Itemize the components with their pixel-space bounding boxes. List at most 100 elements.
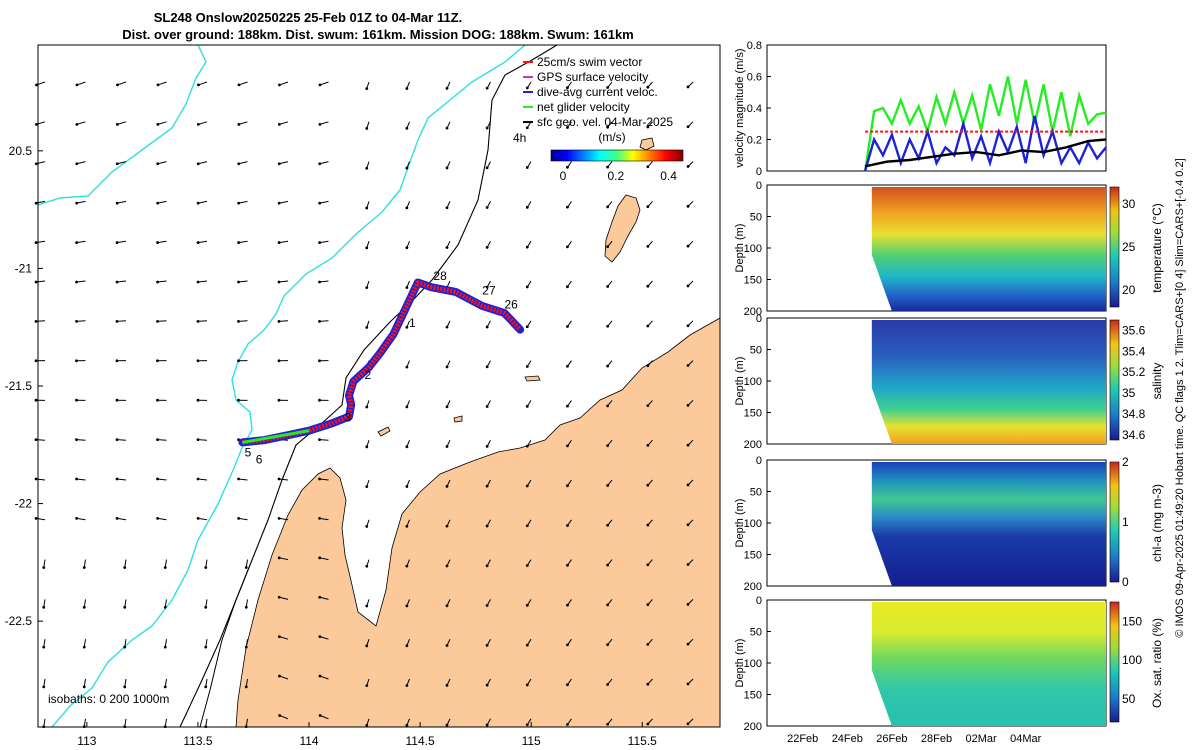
current-vector bbox=[525, 479, 532, 488]
current-vector bbox=[196, 398, 208, 402]
colorbar-tick-label: 50 bbox=[1122, 692, 1136, 706]
current-vector bbox=[365, 599, 370, 608]
current-vector bbox=[485, 201, 491, 209]
current-vector bbox=[277, 398, 289, 402]
depth-tick-label: 50 bbox=[750, 487, 762, 499]
current-vector bbox=[646, 678, 653, 686]
current-vector bbox=[204, 559, 208, 569]
current-vector bbox=[75, 81, 86, 87]
current-vector bbox=[566, 599, 572, 607]
current-vector bbox=[405, 519, 410, 528]
lon-tick-label: 115 bbox=[522, 734, 541, 748]
current-vector bbox=[485, 360, 491, 369]
current-vector bbox=[405, 360, 410, 369]
speed-colorbar: (m/s) 0 0.2 0.4 bbox=[550, 130, 684, 183]
section-colorbar-label: chl-a (mg m-3) bbox=[1150, 484, 1164, 562]
current-vector bbox=[646, 479, 653, 487]
current-vector bbox=[686, 360, 694, 367]
current-vector bbox=[115, 359, 127, 363]
current-vector bbox=[646, 280, 653, 288]
section-panel-temperature: 0 50 100 150 200 Depth (m) 20 25 30 temperature (… bbox=[734, 180, 1164, 318]
current-vector bbox=[115, 121, 127, 126]
current-vector bbox=[405, 400, 410, 409]
current-vector bbox=[365, 161, 370, 170]
current-vector bbox=[646, 240, 653, 248]
current-vector bbox=[318, 398, 329, 402]
lat-tick-label: -21 bbox=[15, 261, 33, 275]
current-vector bbox=[318, 240, 329, 244]
lat-tick-label: -22.5 bbox=[5, 614, 33, 628]
depth-tick-label: 0 bbox=[756, 313, 762, 325]
colorbar-tick-label: 1 bbox=[1122, 515, 1129, 529]
current-vector bbox=[606, 161, 613, 169]
current-vector bbox=[365, 81, 370, 91]
current-vector bbox=[318, 714, 329, 720]
current-vector bbox=[606, 240, 613, 249]
section-colorbar bbox=[1109, 319, 1120, 441]
current-vector bbox=[204, 599, 208, 609]
current-vector bbox=[485, 240, 491, 249]
current-vector bbox=[646, 718, 653, 726]
current-vector bbox=[405, 81, 410, 90]
velocity-ytick-label: 0.4 bbox=[747, 103, 762, 115]
current-vector bbox=[204, 678, 208, 689]
annotation-4h: 4h bbox=[513, 131, 526, 145]
land-islet-c bbox=[453, 415, 463, 423]
legend-entry: dive-avg current veloc. bbox=[537, 85, 658, 99]
current-vector bbox=[115, 319, 127, 323]
current-vector bbox=[42, 639, 46, 649]
current-vector bbox=[244, 639, 248, 649]
current-vector bbox=[277, 517, 289, 521]
current-vector bbox=[244, 599, 248, 609]
current-vector bbox=[485, 161, 491, 170]
current-vector bbox=[237, 81, 248, 87]
track-day-label: 5 bbox=[245, 446, 252, 460]
current-vector bbox=[82, 559, 86, 569]
current-vector bbox=[318, 280, 329, 284]
current-vector bbox=[606, 280, 613, 288]
current-vector bbox=[606, 559, 613, 567]
depth-tick-label: 200 bbox=[744, 439, 762, 451]
current-vector bbox=[115, 517, 127, 521]
depth-tick-label: 150 bbox=[744, 550, 762, 562]
current-vector bbox=[237, 240, 248, 244]
current-vector bbox=[606, 479, 613, 487]
current-vector bbox=[445, 678, 451, 687]
current-vector bbox=[566, 240, 572, 249]
current-vector bbox=[686, 161, 694, 168]
current-vector bbox=[566, 559, 572, 567]
current-vector bbox=[566, 638, 572, 647]
track-day-label: 1 bbox=[409, 316, 416, 330]
velocity-axes bbox=[766, 44, 1107, 172]
current-vector bbox=[485, 280, 491, 289]
current-vector bbox=[525, 320, 532, 329]
colorbar-gradient bbox=[550, 149, 684, 162]
current-vector bbox=[196, 517, 208, 521]
velocity-ytick-label: 0.6 bbox=[747, 72, 762, 84]
current-vector bbox=[318, 161, 329, 166]
current-vector bbox=[485, 81, 491, 90]
map-axis-ticks: 113 113.5 114 114.5 115 115.5 20.5 -21 -21.5 -22 -… bbox=[5, 144, 658, 748]
current-vector bbox=[646, 638, 653, 646]
current-vector bbox=[365, 678, 370, 688]
current-vector bbox=[156, 359, 167, 363]
colorbar-tick-label: 34.8 bbox=[1122, 407, 1146, 421]
current-vector bbox=[525, 559, 532, 567]
current-vector bbox=[365, 559, 370, 568]
current-vector bbox=[237, 398, 248, 402]
current-vector bbox=[156, 280, 167, 284]
current-vector bbox=[318, 595, 329, 600]
current-vector bbox=[405, 201, 410, 210]
current-vector bbox=[445, 240, 451, 249]
current-vector bbox=[244, 559, 248, 569]
lon-tick-label: 113.5 bbox=[183, 734, 212, 748]
isobath-200m bbox=[179, 45, 558, 727]
depth-tick-label: 200 bbox=[744, 581, 762, 593]
current-vector bbox=[686, 439, 694, 447]
current-vector bbox=[237, 319, 248, 323]
current-vector bbox=[278, 674, 289, 680]
current-vector bbox=[405, 161, 410, 170]
current-vector bbox=[75, 280, 86, 284]
current-vector bbox=[75, 200, 86, 205]
land-islet-a bbox=[524, 375, 541, 382]
